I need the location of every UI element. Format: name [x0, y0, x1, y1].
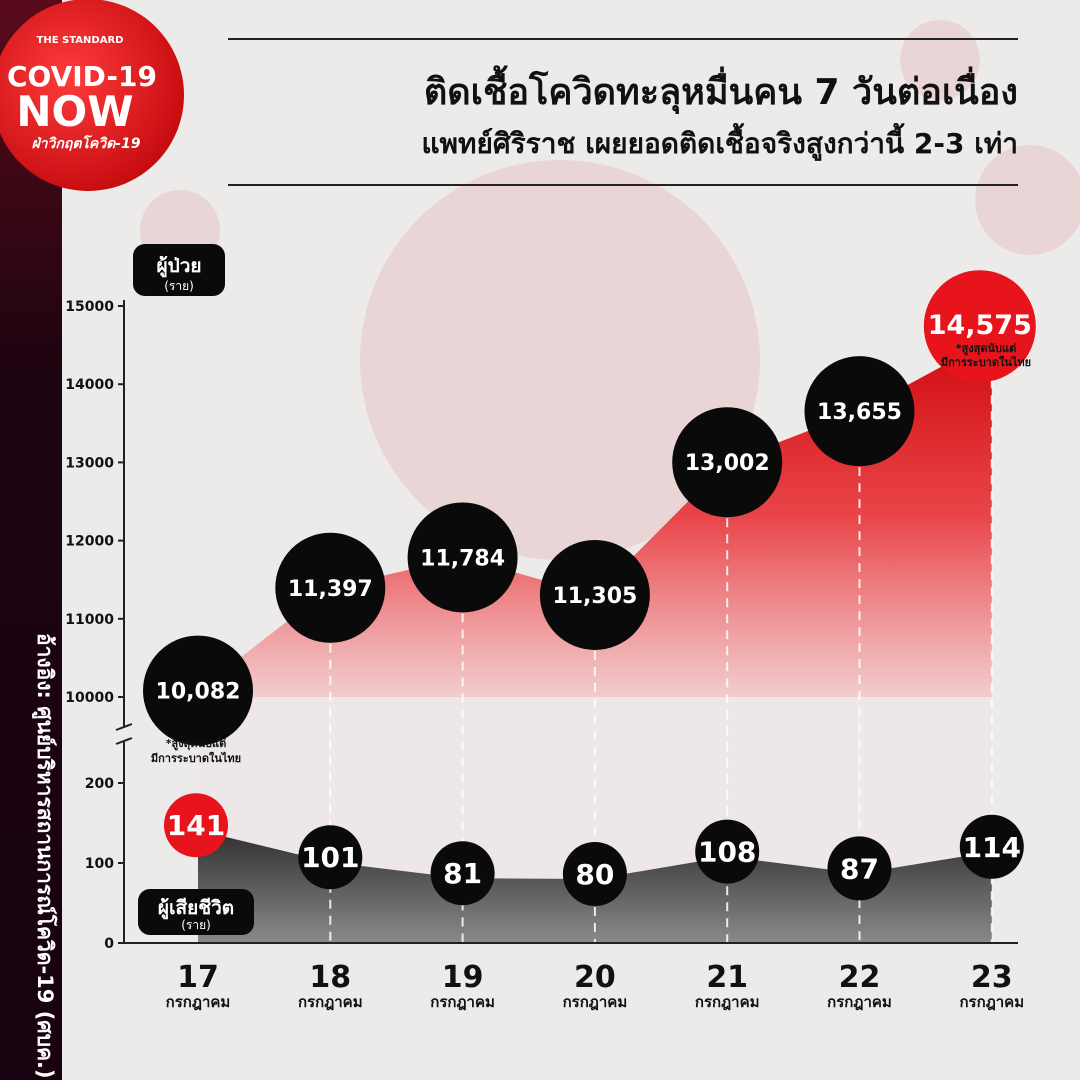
cases-bubble-18	[275, 532, 386, 643]
deaths-value-label-19: 81	[443, 857, 482, 890]
logo-line2: NOW	[16, 87, 133, 136]
x-label-month: กรกฎาคม	[166, 993, 231, 1011]
y-tick-upper-label: 10000	[65, 690, 114, 706]
x-label-day: 20	[574, 960, 616, 995]
legend-cases-pill	[133, 244, 225, 296]
x-label-month: กรกฎาคม	[827, 993, 892, 1011]
cases-bubble-22	[804, 356, 915, 467]
headline-subtitle: แพทย์ศิริราช เผยยอดติดเชื้อจริงสูงกว่านี…	[422, 122, 1019, 161]
x-label-month: กรกฎาคม	[563, 993, 628, 1011]
deaths-bubble-22	[827, 836, 892, 901]
x-label-month: กรกฎาคม	[298, 993, 363, 1011]
deaths-value-label-21: 108	[698, 836, 756, 869]
y-tick-lower-label: 0	[104, 936, 114, 952]
chart-axes: 150001400013000120001100010000200100017ก…	[65, 299, 1024, 1011]
x-label-day: 21	[706, 960, 748, 995]
cases-bubble-19	[407, 502, 518, 613]
y-tick-upper-label: 12000	[65, 534, 114, 550]
cases-bubble-17	[143, 635, 253, 746]
x-label-day: 19	[442, 960, 484, 995]
x-label-day: 18	[309, 960, 351, 995]
x-label-month: กรกฎาคม	[430, 993, 495, 1011]
cases-value-label-17: 10,082	[156, 680, 241, 705]
x-label-month: กรกฎาคม	[695, 993, 760, 1011]
x-label-month: กรกฎาคม	[959, 993, 1024, 1011]
cases-bubble-23	[923, 270, 1036, 383]
x-label-day: 22	[839, 960, 881, 995]
deaths-value-label-22: 87	[840, 852, 879, 885]
cases-bubble-20	[539, 539, 650, 650]
deaths-value-label-17: 141	[167, 809, 225, 842]
deaths-value-label-18: 101	[301, 841, 359, 874]
legend-cases: ผู้ป่วย (ราย)	[133, 244, 225, 296]
deaths-bubble-20	[562, 842, 627, 906]
x-label-day: 23	[971, 960, 1013, 995]
deaths-value-label-20: 80	[575, 858, 614, 891]
deaths-value-label-23: 114	[963, 831, 1021, 864]
headline-title: ติดเชื้อโควิดทะลุหมื่นคน 7 วันต่อเนื่อง	[424, 65, 1018, 115]
deaths-record-note-line2: มีการระบาดในไทย	[151, 751, 241, 765]
deaths-bubble-19	[430, 841, 495, 906]
y-tick-lower-label: 200	[85, 776, 114, 792]
x-label-day: 17	[177, 960, 219, 995]
axis-break-icon	[115, 723, 133, 745]
legend-cases-unit: (ราย)	[164, 279, 194, 293]
legend-deaths-label: ผู้เสียชีวิต	[158, 897, 234, 920]
logo-line1: COVID-19	[7, 60, 157, 93]
y-tick-upper-label: 14000	[65, 377, 114, 393]
y-tick-upper-label: 13000	[65, 455, 114, 471]
y-tick-upper-label: 15000	[65, 299, 114, 315]
deaths-record-note-line1: *สูงสุดนับแต่	[166, 737, 226, 751]
deaths-bubble-18	[298, 825, 363, 890]
legend-deaths-pill	[138, 889, 254, 935]
legend-deaths: ผู้เสียชีวิต (ราย)	[138, 889, 254, 935]
deaths-bubble-21	[695, 819, 760, 884]
logo-badge	[0, 0, 184, 191]
cases-value-label-22: 13,655	[817, 400, 902, 425]
deaths-bubble-23	[959, 814, 1024, 879]
deaths-bubble-17	[164, 793, 228, 858]
y-tick-lower-label: 100	[85, 856, 114, 872]
logo-tagline: ฝ่าวิกฤตโควิด-19	[31, 134, 140, 152]
cases-value-label-23: 14,575	[928, 310, 1032, 341]
cases-value-label-18: 11,397	[288, 577, 373, 602]
legend-deaths-unit: (ราย)	[181, 918, 211, 932]
legend-cases-label: ผู้ป่วย	[157, 255, 202, 278]
logo: THE STANDARD COVID-19 NOW ฝ่าวิกฤตโควิด-…	[0, 0, 184, 191]
chart-bubbles: 10,082 11,397 11,784 11,305 13,002 13,655 14,5…	[143, 270, 1036, 906]
logo-publisher: THE STANDARD	[37, 35, 124, 46]
cases-record-note-line1: *สูงสุดนับแต่	[956, 342, 1016, 356]
cases-bubble-21	[672, 407, 783, 518]
cases-value-label-19: 11,784	[420, 546, 505, 571]
cases-value-label-20: 11,305	[552, 584, 637, 609]
cases-value-label-21: 13,002	[685, 451, 770, 476]
cases-area	[198, 339, 992, 697]
cases-record-note-line2: มีการระบาดในไทย	[941, 355, 1031, 369]
y-tick-upper-label: 11000	[65, 612, 114, 628]
source-note: อ้างอิง: ศูนย์บริหารสถานการณ์โควิด-19 (ศ…	[31, 633, 58, 1079]
